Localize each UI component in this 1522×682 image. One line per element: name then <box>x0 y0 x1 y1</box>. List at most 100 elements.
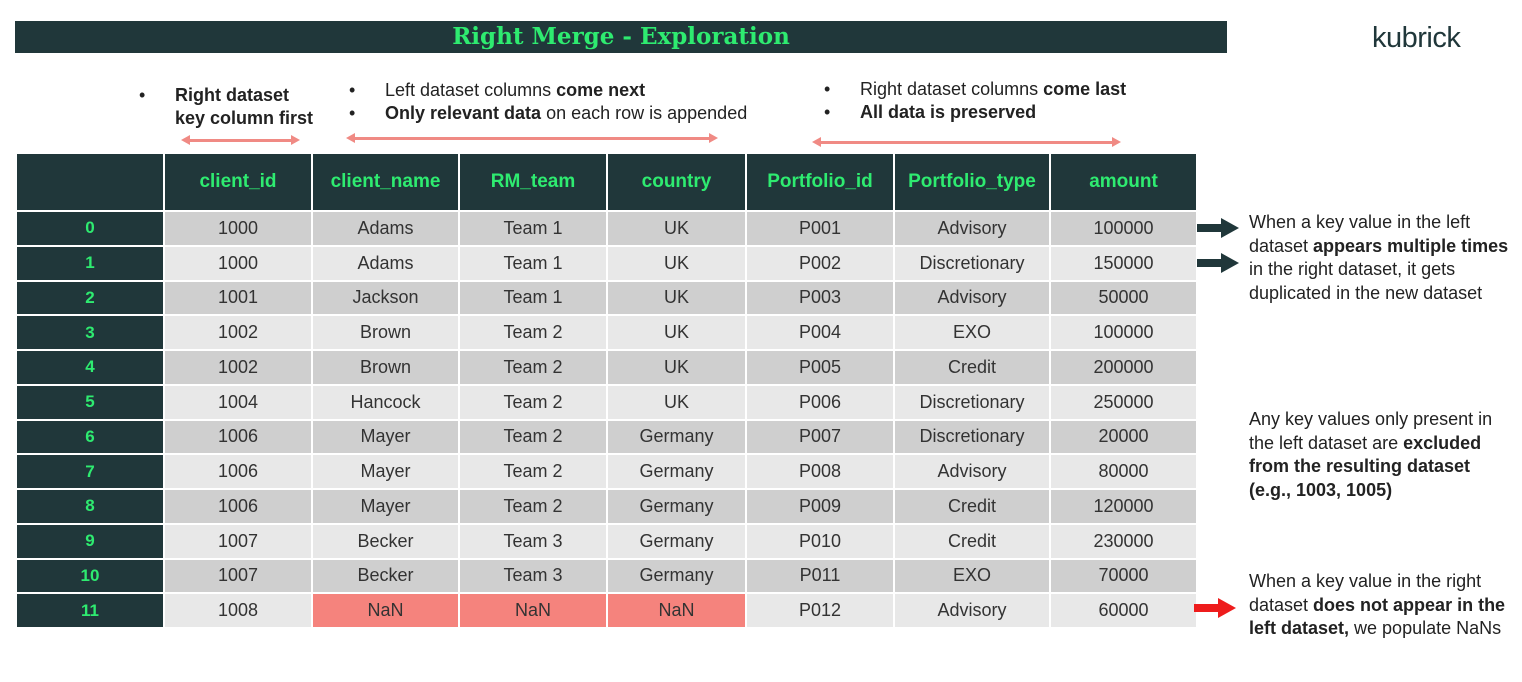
annotation-left-bold-2: Only relevant data <box>385 103 542 123</box>
table-row: 7 1006 Mayer Team 2 Germany P008 Advisor… <box>15 453 1198 490</box>
table-row: 0 1000 Adams Team 1 UK P001 Advisory 100… <box>15 210 1198 247</box>
cell-client-id: 1007 <box>163 522 313 560</box>
cell-portfolio-id: P004 <box>745 314 895 351</box>
cell-portfolio-id: P008 <box>745 453 895 490</box>
annotation-right-columns-line-1: • Right dataset columns come last <box>824 78 1126 101</box>
cell-country: Germany <box>606 418 747 456</box>
column-header-client-id: client_id <box>163 152 313 212</box>
cell-client-id: 1000 <box>163 210 313 247</box>
table-row: 4 1002 Brown Team 2 UK P005 Credit 20000… <box>15 349 1198 386</box>
cell-amount: 50000 <box>1049 279 1198 317</box>
cell-country: Germany <box>606 557 747 595</box>
bullet-icon: • <box>824 79 831 99</box>
note-nans: When a key value in the right dataset do… <box>1249 570 1511 641</box>
column-header-rm-team: RM_team <box>458 152 608 212</box>
merged-table: client_id client_name RM_team country Po… <box>15 152 1198 629</box>
cell-amount: 70000 <box>1049 557 1198 595</box>
cell-portfolio-type: Credit <box>893 488 1051 525</box>
cell-country: UK <box>606 210 747 247</box>
cell-rm-team: Team 1 <box>458 244 608 282</box>
cell-client-id: 1008 <box>163 592 313 629</box>
cell-amount: 250000 <box>1049 383 1198 421</box>
cell-portfolio-id: P005 <box>745 349 895 386</box>
cell-portfolio-type: EXO <box>893 314 1051 351</box>
annotation-left-columns-line-1: • Left dataset columns come next <box>349 79 747 102</box>
annotation-key-column-line: key column first <box>139 107 313 130</box>
cell-client-id: 1004 <box>163 383 313 421</box>
bullet-icon: • <box>824 102 831 122</box>
cell-amount: 200000 <box>1049 349 1198 386</box>
cell-rm-team: Team 2 <box>458 383 608 421</box>
cell-rm-team: Team 1 <box>458 279 608 317</box>
cell-client-id: 1007 <box>163 557 313 595</box>
annotation-left-columns-line-2: • Only relevant data on each row is appe… <box>349 102 747 125</box>
row-index: 3 <box>15 314 165 351</box>
annotation-right-text: Right dataset columns <box>860 79 1044 99</box>
column-header-amount: amount <box>1049 152 1198 212</box>
cell-portfolio-type: Advisory <box>893 453 1051 490</box>
cell-portfolio-id: P009 <box>745 488 895 525</box>
cell-client-name: Mayer <box>311 453 460 490</box>
cell-client-id: 1002 <box>163 314 313 351</box>
cell-portfolio-id: P012 <box>745 592 895 629</box>
cell-country: Germany <box>606 488 747 525</box>
cell-country: UK <box>606 314 747 351</box>
double-arrow-key-column-icon <box>181 135 300 147</box>
table-row: 5 1004 Hancock Team 2 UK P006 Discretion… <box>15 383 1198 421</box>
note-nans-text-2: we populate NaNs <box>1349 618 1502 638</box>
double-arrow-right-columns-icon <box>812 137 1121 149</box>
annotation-right-columns: • Right dataset columns come last • All … <box>824 78 1126 124</box>
cell-portfolio-id: P010 <box>745 522 895 560</box>
row-index: 6 <box>15 418 165 456</box>
row-index: 11 <box>15 592 165 629</box>
cell-portfolio-type: Discretionary <box>893 244 1051 282</box>
note-excluded-text: Any key values only present in the left … <box>1249 409 1493 453</box>
kubrick-logo: kubrick <box>1372 22 1461 54</box>
table-row: 8 1006 Mayer Team 2 Germany P009 Credit … <box>15 488 1198 525</box>
arrow-right-row-1-icon <box>1197 253 1239 273</box>
cell-portfolio-id: P011 <box>745 557 895 595</box>
row-index: 4 <box>15 349 165 386</box>
cell-client-name: Hancock <box>311 383 460 421</box>
cell-rm-team: Team 2 <box>458 453 608 490</box>
column-header-portfolio-type: Portfolio_type <box>893 152 1051 212</box>
cell-portfolio-id: P003 <box>745 279 895 317</box>
cell-portfolio-type: Credit <box>893 349 1051 386</box>
cell-client-name: Mayer <box>311 488 460 525</box>
cell-amount: 230000 <box>1049 522 1198 560</box>
note-excluded: Any key values only present in the left … <box>1249 408 1517 502</box>
note-duplicates-text-1: When a key value in the left dataset <box>1249 212 1471 256</box>
cell-client-name: Becker <box>311 557 460 595</box>
row-index: 8 <box>15 488 165 525</box>
cell-amount: 150000 <box>1049 244 1198 282</box>
cell-client-id: 1002 <box>163 349 313 386</box>
page-title: Right Merge - Exploration <box>452 23 790 50</box>
cell-amount: 100000 <box>1049 210 1198 247</box>
arrow-right-nan-row-icon <box>1194 598 1238 618</box>
note-duplicates-bold: appears multiple times <box>1313 235 1509 256</box>
cell-amount: 120000 <box>1049 488 1198 525</box>
cell-portfolio-id: P007 <box>745 418 895 456</box>
cell-client-name-nan: NaN <box>311 592 460 629</box>
annotation-right-columns-line-2: • All data is preserved <box>824 101 1126 124</box>
row-index: 10 <box>15 557 165 595</box>
cell-country: Germany <box>606 453 747 490</box>
annotation-right-bold-2: All data is preserved <box>860 102 1037 122</box>
cell-client-name: Brown <box>311 349 460 386</box>
note-nans-text-1: When a key value in the right dataset <box>1249 571 1482 615</box>
title-bar: Right Merge - Exploration <box>15 21 1227 53</box>
cell-rm-team: Team 2 <box>458 349 608 386</box>
table-row: 1 1000 Adams Team 1 UK P002 Discretionar… <box>15 244 1198 282</box>
cell-amount: 80000 <box>1049 453 1198 490</box>
cell-rm-team: Team 2 <box>458 488 608 525</box>
cell-portfolio-type: Discretionary <box>893 383 1051 421</box>
cell-country: Germany <box>606 522 747 560</box>
note-duplicates-text-2: in the right dataset, it gets duplicated… <box>1249 259 1483 303</box>
cell-country-nan: NaN <box>606 592 747 629</box>
cell-rm-team: Team 3 <box>458 557 608 595</box>
column-header-client-name: client_name <box>311 152 460 212</box>
cell-portfolio-type: Discretionary <box>893 418 1051 456</box>
cell-portfolio-id: P002 <box>745 244 895 282</box>
note-nans-bold: does not appear in the left dataset, <box>1249 594 1506 639</box>
cell-client-id: 1006 <box>163 488 313 525</box>
